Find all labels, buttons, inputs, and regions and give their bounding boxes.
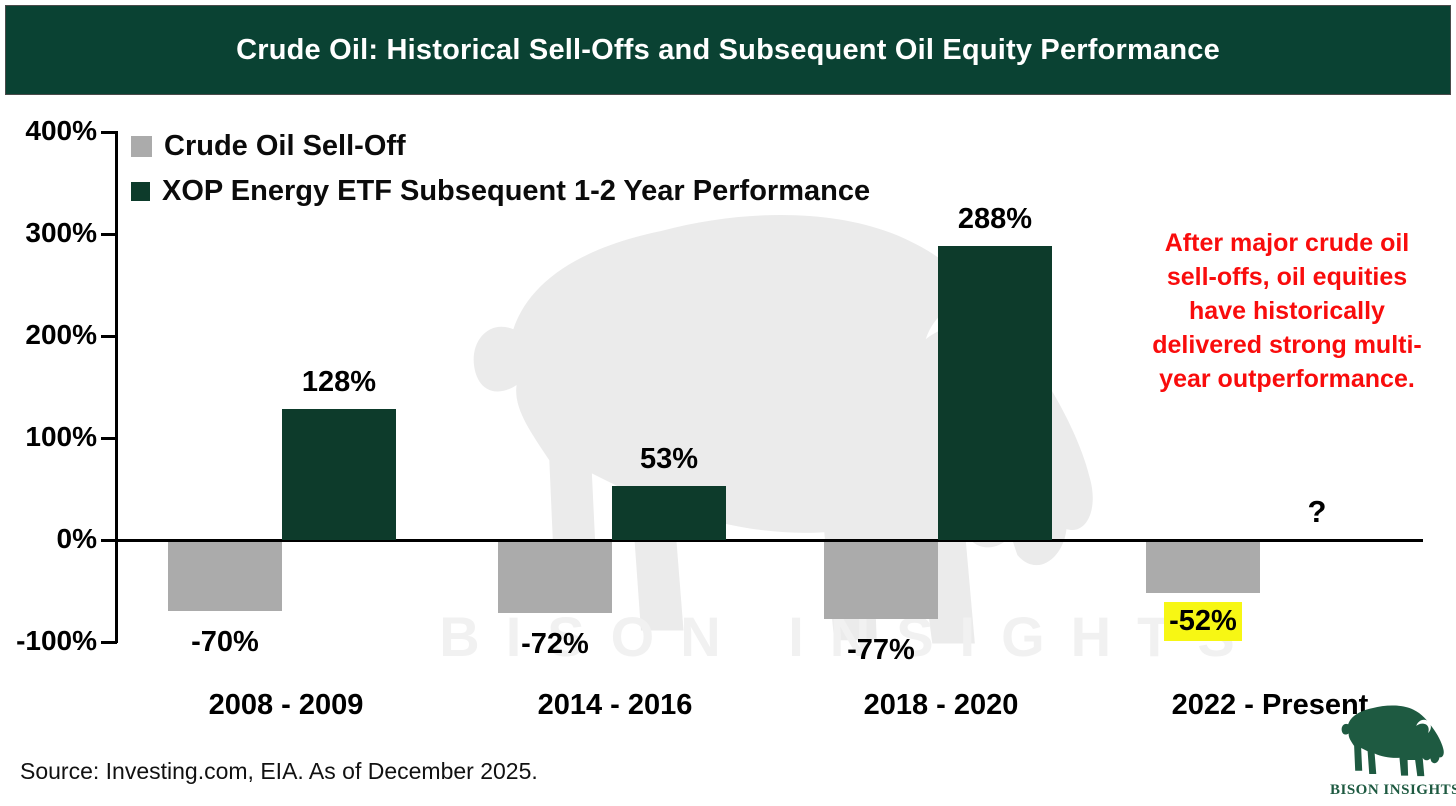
x-axis-zero-line [115,538,1423,542]
unknown-performance-marker: ? [1307,494,1327,529]
y-axis-tick-label: 200% [25,319,97,350]
legend-label: XOP Energy ETF Subsequent 1-2 Year Perfo… [162,174,871,207]
bar-xop-performance [282,409,396,540]
y-axis-tick-mark [101,334,117,338]
y-axis-tick-mark [101,232,117,236]
brand-logo-text: BISON INSIGHTS [1330,782,1456,798]
page-title: Crude Oil: Historical Sell-Offs and Subs… [236,33,1220,66]
annotation-callout: After major crude oil sell-offs, oil equ… [1152,229,1422,393]
bar-label-selloff: -72% [521,628,589,661]
bar-label-selloff-highlighted: -52% [1146,602,1260,642]
legend-item-crude-oil-selloff: Crude Oil Sell-Off [131,127,870,165]
y-axis-tick-label: 100% [25,421,97,452]
bison-logo-icon [1341,705,1444,777]
y-axis-line [115,131,118,643]
bar-label-xop: 53% [639,442,699,475]
x-axis-category-label: 2018 - 2020 [863,689,1019,721]
bar-xop-performance [938,246,1052,540]
bar-crude-oil-selloff [824,540,938,619]
x-axis-category-label: 2014 - 2016 [537,689,693,721]
bar-label-xop: 288% [957,203,1033,236]
brand-logo: BISON INSIGHTS [1330,700,1456,799]
bar-crude-oil-selloff [498,540,612,614]
y-axis-tick-label: 0% [56,523,97,554]
legend-item-xop-performance: XOP Energy ETF Subsequent 1-2 Year Perfo… [131,172,870,210]
y-axis-tick-mark [101,538,117,542]
bar-label-xop: 128% [301,366,377,399]
y-axis-tick-mark [101,640,117,644]
legend-swatch-gray [131,135,152,157]
bar-crude-oil-selloff [1146,540,1260,594]
bar-label-selloff: -70% [191,626,259,659]
chart-title-bar: Crude Oil: Historical Sell-Offs and Subs… [5,5,1451,95]
bar-xop-performance [612,485,726,540]
source-note: Source: Investing.com, EIA. As of Decemb… [20,758,538,784]
y-axis-tick-mark [101,130,117,134]
x-axis-category-label: 2022 - Present [1171,689,1369,721]
legend-swatch-green [131,181,150,201]
legend-label: Crude Oil Sell-Off [164,129,406,162]
x-axis-category-label: 2008 - 2009 [208,689,364,721]
y-axis-tick-label: 300% [25,217,97,248]
highlight-yellow: -52% [1164,602,1242,642]
y-axis-tick-label: -100% [16,625,97,656]
bar-label-selloff: -77% [847,633,915,666]
legend: Crude Oil Sell-Off XOP Energy ETF Subseq… [131,127,870,217]
bar-crude-oil-selloff [168,540,282,612]
y-axis-tick-mark [101,436,117,440]
y-axis-tick-label: 400% [25,115,97,146]
